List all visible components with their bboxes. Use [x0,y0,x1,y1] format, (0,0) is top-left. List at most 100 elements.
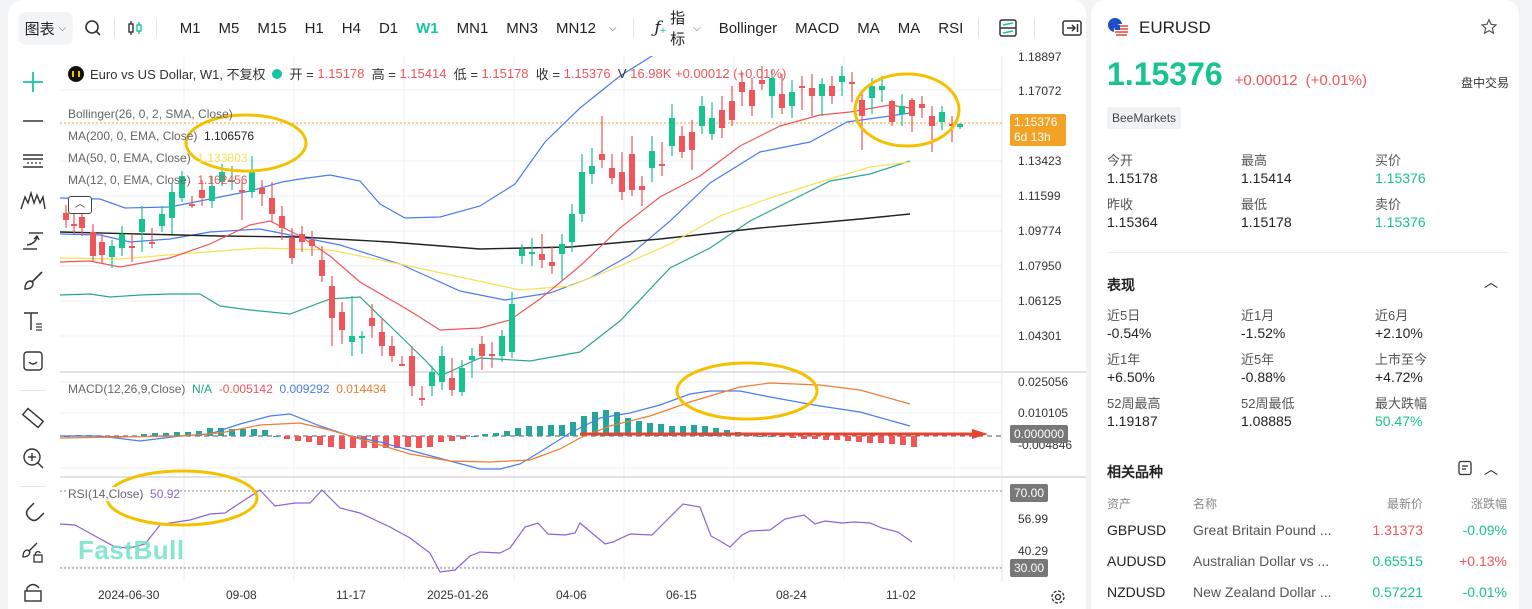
timeframe-m5[interactable]: M5 [218,19,240,37]
indicator-rsi[interactable]: RSI [938,19,964,37]
collapse-panel-button[interactable] [1057,12,1086,45]
timeframe-more-chevron-icon[interactable]: ⌵ [608,22,617,34]
price-change: +0.00012 [1234,72,1298,89]
perf-value: +4.72% [1375,369,1423,385]
timeframe-mn3[interactable]: MN3 [506,19,538,37]
drawing-toolbar [8,56,58,609]
perf-value: 1.08885 [1241,413,1292,429]
ma12-legend[interactable]: MA(12, 0, EMA, Close) 1.162456 [68,173,247,187]
indicator-ma-2[interactable]: MA [897,19,921,37]
time-tick: 2024-06-30 [98,588,160,602]
ma200-value: 1.106576 [204,129,255,143]
layout-button[interactable] [993,12,1022,45]
lock-tool[interactable] [20,578,46,604]
timeframe-w1[interactable]: W1 [416,19,439,37]
ma12-label: MA(12, 0, EMA, Close) [68,173,191,187]
macd-tick: 0.025056 [1018,375,1069,389]
chart-panel: 图表 ⌵ M1 M5 M15 H1 H4 D1 W1 MN1 MN3 MN12 ⌵… [8,0,1086,609]
price-axis[interactable]: 1.18897 1.17072 1.13423 1.11599 1.09774 … [1002,0,1086,609]
page-scrollbar-track[interactable] [1519,0,1532,609]
indicator-ma[interactable]: MA [857,19,880,37]
related-list-button[interactable] [1457,460,1473,481]
trend-line-tool[interactable] [20,108,46,134]
magnet-tool[interactable] [20,499,46,525]
asset-change: -0.01% [1462,583,1507,600]
perf-5d: 近5日 -0.54% [1107,307,1241,343]
related-collapse-button[interactable]: ︿ [1484,459,1498,479]
chart-menu-button[interactable]: 图表 ⌵ [18,11,73,45]
timeframe-mn12[interactable]: MN12 [555,19,596,37]
time-tick: 06-15 [666,588,697,602]
timeframe-h1[interactable]: H1 [304,19,324,37]
horizontal-line-icon [23,120,43,122]
text-tool[interactable] [20,308,46,334]
indicator-macd[interactable]: MACD [795,19,840,37]
candlestick-series [63,66,963,406]
perf-label: 上市至今 [1375,352,1428,367]
chevron-up-icon: ︿ [75,199,85,210]
asset-name: New Zealand Dollar ... [1193,583,1332,600]
performance-collapse-button[interactable]: ︿ [1484,272,1498,292]
chart-title: Euro vs US Dollar, W1, 不复权 [90,67,266,82]
table-row[interactable]: AUDUSD Australian Dollar vs ... 0.65515 … [1107,545,1507,576]
timeframe-d1[interactable]: D1 [378,19,399,37]
crosshair-tool[interactable] [20,69,46,95]
indicator-bollinger[interactable]: Bollinger [718,19,778,37]
asset-price: 1.31373 [1372,521,1423,538]
macd-value-3: 0.014434 [336,382,387,396]
ma50-legend[interactable]: MA(50, 0, EMA, Close) 1.133803 [68,151,247,165]
perf-label: 52周最低 [1241,396,1295,411]
timeframe-mn1[interactable]: MN1 [456,19,489,37]
table-row[interactable]: GBPUSD Great Britain Pound ... 1.31373 -… [1107,514,1507,545]
ma12-value: 1.162456 [197,173,248,187]
price-row: 1.15376 +0.00012 (+0.01%) [1107,56,1367,93]
ma200-legend[interactable]: MA(200, 0, EMA, Close) 1.106576 [68,129,254,143]
ma50-value: 1.133803 [197,151,248,165]
timeframe-m15[interactable]: M15 [257,19,287,37]
lock-drawings-tool[interactable] [20,539,46,565]
asset-change: +0.13% [1459,552,1507,569]
table-row[interactable]: NZDUSD New Zealand Dollar ... 0.57221 -0… [1107,576,1507,607]
candle-type-button[interactable] [121,12,150,45]
quote-label: 今开 [1107,153,1134,168]
quote-value: 1.15364 [1107,214,1158,230]
price-chart-canvas[interactable] [60,56,1086,609]
high-label: 高 = [371,67,396,82]
indicators-button[interactable]: ƒ + 指标 ⌵ [645,7,709,49]
timeframe-m1[interactable]: M1 [179,19,201,37]
pattern-tool[interactable] [20,188,46,214]
perf-value: -0.88% [1241,369,1286,385]
zoom-in-icon [23,448,44,469]
plus-icon: + [659,25,667,37]
quote-grid: 今开 1.15178 最高 1.15414 买价 1.15376 昨收 1.15364 … [1107,152,1507,232]
macd-zero-tag: 0.000000 [1010,425,1069,443]
price-tick: 1.11599 [1018,189,1061,203]
symbol-header: EURUSD [1107,17,1211,39]
indicators-label: 指标 [670,10,686,48]
brush-lock-icon [22,542,43,563]
chart-settings-button[interactable] [1050,589,1066,609]
zoom-in-tool[interactable] [20,445,46,471]
bollinger-legend[interactable]: Bollinger(26, 0, 2, SMA, Close) [68,107,233,121]
search-button[interactable] [79,12,108,45]
ruler-icon [21,407,45,429]
projection-tool[interactable] [20,228,46,254]
toolbar-divider [113,18,115,38]
rsi-legend[interactable]: RSI(14,Close) 50.92 [68,487,181,501]
layout-icon [998,19,1017,37]
rsi-upper-tag: 70.00 [1010,484,1049,502]
favorite-button[interactable] [1480,18,1498,41]
fastbull-watermark: FastBull [78,535,185,565]
perf-6m: 近6月 +2.10% [1375,307,1507,343]
price-tick: 1.13423 [1018,154,1062,168]
emoji-tool[interactable] [20,348,46,374]
timeframe-h4[interactable]: H4 [341,19,361,37]
lock-icon [24,583,42,602]
brush-tool[interactable] [20,268,46,294]
collapse-legend-button[interactable]: ︿ [68,196,92,214]
measure-tool[interactable] [20,405,46,431]
channel-tool[interactable] [20,148,46,174]
perf-value: -1.52% [1241,325,1286,341]
zigzag-pattern-icon [20,190,46,210]
macd-legend[interactable]: MACD(12,26,9,Close) N/A -0.005142 0.0092… [68,382,386,396]
